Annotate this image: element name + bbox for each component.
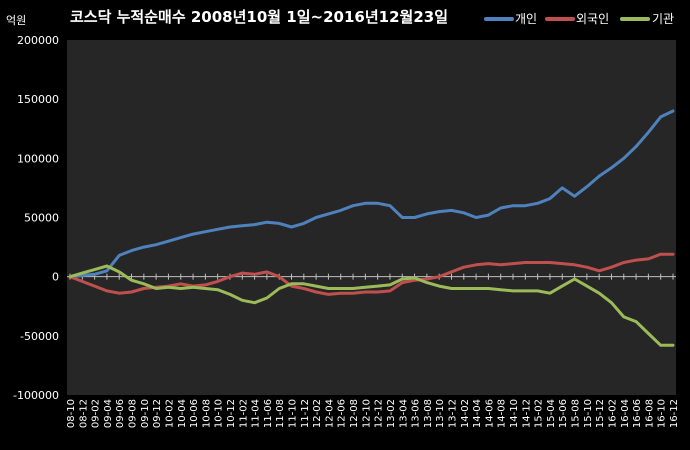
x-axis-ticks: 08-10 08-12 09-02 09-04 09-06 09-08 09-10 09-12… (66, 399, 680, 428)
y-tick-label: 200000 (17, 34, 59, 47)
legend-label-oegugin: 외국인 (576, 12, 609, 26)
x-tick-label: 16-08 (644, 399, 655, 428)
x-tick-label: 09-04 (103, 399, 114, 428)
x-tick-label: 14-04 (472, 399, 483, 428)
x-tick-label: 11-02 (238, 399, 249, 428)
plot-area (67, 40, 676, 395)
x-tick-label: 14-06 (484, 399, 495, 428)
x-tick-label: 11-12 (300, 399, 311, 428)
x-tick-label: 13-06 (411, 399, 422, 428)
x-tick-label: 12-02 (312, 399, 323, 428)
x-tick-label: 13-10 (435, 399, 446, 428)
x-tick-label: 12-10 (361, 399, 372, 428)
series-line-gigwan (68, 264, 675, 347)
x-tick-label: 15-06 (558, 399, 569, 428)
x-tick-label: 15-08 (571, 399, 582, 428)
x-tick-label: 14-02 (460, 399, 471, 428)
x-tick-label: 14-08 (497, 399, 508, 428)
x-tick-label: 15-02 (534, 399, 545, 428)
x-tick-label: 09-02 (91, 399, 102, 428)
y-tick-label: 0 (52, 271, 59, 284)
x-tick-label: 09-08 (128, 399, 139, 428)
x-tick-label: 16-10 (657, 399, 668, 428)
x-tick-label: 10-10 (214, 399, 225, 428)
x-tick-label: 10-12 (226, 399, 237, 428)
x-tick-label: 12-08 (349, 399, 360, 428)
x-tick-label: 12-04 (324, 399, 335, 428)
x-tick-label: 14-12 (521, 399, 532, 428)
x-tick-label: 13-04 (398, 399, 409, 428)
x-tick-label: 16-04 (620, 399, 631, 428)
x-tick-label: 12-12 (374, 399, 385, 428)
x-tick-label: 11-06 (263, 399, 274, 428)
x-tick-label: 16-02 (607, 399, 618, 428)
y-tick-label: 50000 (24, 212, 59, 225)
x-tick-label: 08-12 (78, 399, 89, 428)
x-tick-label: 16-12 (669, 399, 680, 428)
y-tick-label: 100000 (17, 152, 59, 165)
legend-entry-gigwan: 기관 (620, 12, 674, 26)
x-tick-label: 10-06 (189, 399, 200, 428)
x-tick-label: 09-12 (152, 399, 163, 428)
x-tick-label: 08-10 (66, 399, 77, 428)
x-tick-label: 09-10 (140, 399, 151, 428)
y-axis-unit: 억원 (6, 14, 26, 27)
x-tick-label: 10-04 (177, 399, 188, 428)
legend-label-gaein: 개인 (515, 12, 537, 26)
x-tick-label: 09-06 (115, 399, 126, 428)
y-tick-label: 150000 (17, 93, 59, 106)
y-axis-ticks: -100000 -50000 0 50000 100000 150000 200000 (13, 34, 59, 402)
legend-entry-gaein: 개인 (484, 12, 537, 26)
x-tick-label: 13-08 (423, 399, 434, 428)
x-tick-label: 15-12 (595, 399, 606, 428)
series-line-gaein (68, 109, 675, 279)
series-lines (68, 109, 675, 347)
x-tick-label: 12-06 (337, 399, 348, 428)
x-tick-label: 11-10 (288, 399, 299, 428)
x-tick-label: 15-04 (546, 399, 557, 428)
x-tick-label: 14-10 (509, 399, 520, 428)
x-tick-label: 11-04 (251, 399, 262, 428)
legend: 개인 외국인 기관 (484, 12, 674, 26)
x-tick-label: 16-06 (632, 399, 643, 428)
x-tick-label: 15-10 (583, 399, 594, 428)
x-tick-label: 10-08 (201, 399, 212, 428)
y-tick-label: -100000 (13, 389, 59, 402)
legend-entry-oegugin: 외국인 (545, 12, 609, 26)
y-tick-label: -50000 (20, 330, 59, 343)
legend-label-gigwan: 기관 (652, 12, 674, 26)
x-tick-label: 10-02 (164, 399, 175, 428)
x-tick-label: 13-02 (386, 399, 397, 428)
zero-axis (67, 273, 676, 280)
x-tick-label: 11-08 (275, 399, 286, 428)
x-tick-label: 13-12 (447, 399, 458, 428)
series-line-oegugin (68, 252, 675, 296)
chart-title: 코스닥 누적순매수 2008년10월 1일~2016년12월23일 (70, 8, 448, 26)
